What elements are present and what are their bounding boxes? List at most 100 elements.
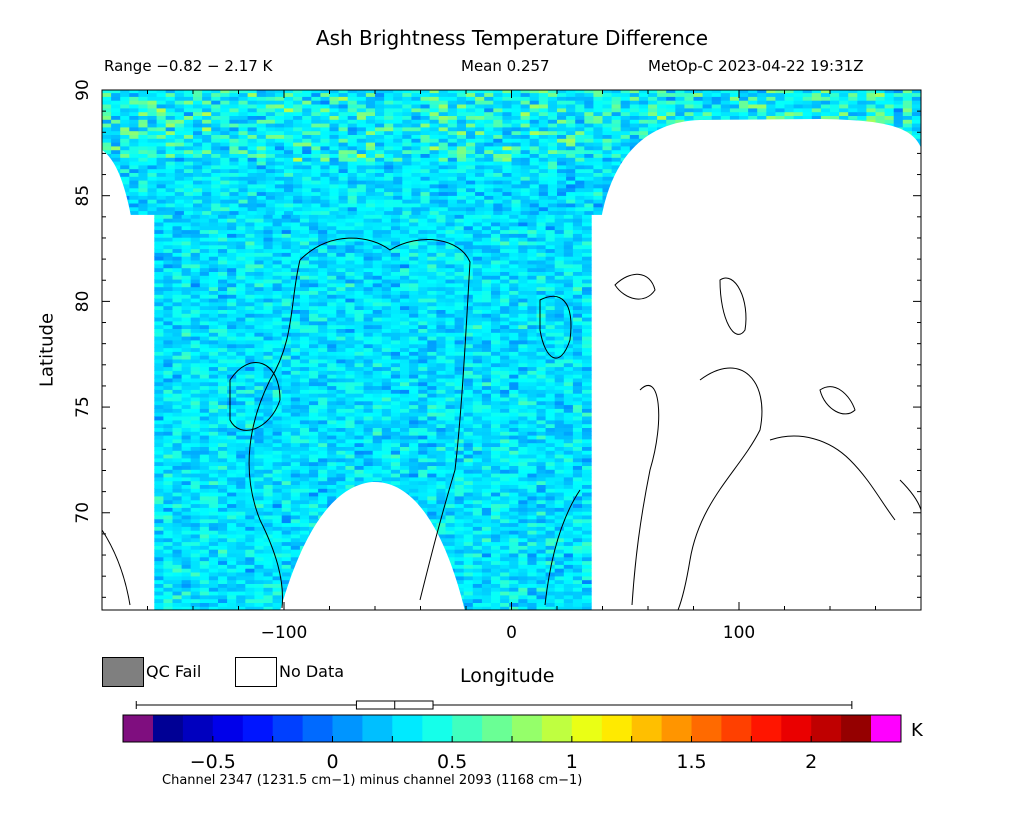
- heatmap-cell: [400, 416, 410, 421]
- heatmap-cell: [454, 271, 465, 276]
- heatmap-cell: [554, 271, 565, 276]
- heatmap-cell: [345, 248, 356, 253]
- heatmap-cell: [318, 286, 328, 291]
- heatmap-cell: [527, 514, 538, 520]
- heatmap-cell: [236, 229, 246, 234]
- heatmap-cell: [263, 495, 274, 501]
- heatmap-cell: [163, 488, 174, 493]
- heatmap-cell: [390, 454, 401, 459]
- heatmap-cell: [545, 404, 556, 409]
- heatmap-cell: [554, 221, 565, 227]
- heatmap-cell: [418, 480, 428, 485]
- heatmap-cell: [409, 416, 419, 421]
- heatmap-cell: [527, 301, 538, 307]
- heatmap-cell: [518, 328, 528, 333]
- heatmap-cell: [572, 427, 583, 432]
- heatmap-cell: [272, 370, 283, 375]
- heatmap-cell: [554, 511, 565, 516]
- heatmap-cell: [454, 533, 465, 539]
- heatmap-cell: [436, 484, 447, 489]
- heatmap-cell: [545, 454, 556, 459]
- heatmap-cell: [227, 503, 237, 508]
- heatmap-cell: [427, 503, 437, 508]
- heatmap-cell: [345, 271, 356, 276]
- heatmap-cell: [463, 575, 474, 581]
- heatmap-cell: [290, 552, 301, 558]
- heatmap-cell: [154, 324, 164, 329]
- heatmap-cell: [381, 457, 392, 463]
- heatmap-cell: [409, 309, 419, 314]
- heatmap-cell: [199, 416, 210, 421]
- heatmap-cell: [354, 358, 365, 364]
- heatmap-cell: [263, 385, 274, 390]
- heatmap-cell: [245, 564, 255, 569]
- heatmap-cell: [409, 469, 419, 474]
- heatmap-cell: [236, 263, 246, 269]
- heatmap-cell: [400, 438, 410, 444]
- heatmap-cell: [263, 579, 274, 584]
- heatmap-cell: [345, 362, 356, 368]
- heatmap-cell: [472, 328, 483, 333]
- heatmap-cell: [190, 320, 201, 326]
- heatmap-cell: [181, 591, 192, 596]
- heatmap-cell: [263, 233, 274, 238]
- heatmap-cell: [400, 279, 410, 284]
- heatmap-cell: [518, 442, 528, 447]
- heatmap-cell: [527, 404, 538, 409]
- heatmap-cell: [163, 587, 174, 592]
- heatmap-cell: [454, 225, 465, 231]
- heatmap-cell: [518, 374, 528, 379]
- heatmap-cell: [363, 457, 374, 463]
- heatmap-cell: [481, 332, 492, 337]
- heatmap-cell: [500, 286, 510, 291]
- heatmap-cell: [545, 575, 556, 581]
- heatmap-cell: [545, 511, 556, 516]
- heatmap-cell: [254, 301, 265, 307]
- heatmap-cell: [545, 416, 556, 421]
- heatmap-cell: [509, 400, 519, 406]
- heatmap-cell: [336, 336, 346, 341]
- heatmap-cell: [445, 221, 456, 227]
- heatmap-cell: [290, 446, 301, 451]
- heatmap-cell: [290, 408, 301, 413]
- heatmap-cell: [318, 313, 328, 318]
- heatmap-cell: [354, 347, 365, 352]
- heatmap-cell: [318, 503, 328, 508]
- heatmap-cell: [163, 511, 174, 516]
- heatmap-cell: [500, 267, 510, 272]
- heatmap-cell: [281, 435, 292, 440]
- heatmap-cell: [263, 358, 274, 364]
- heatmap-cell: [181, 492, 192, 497]
- heatmap-cell: [227, 332, 237, 337]
- heatmap-cell: [172, 450, 183, 455]
- heatmap-cell: [582, 290, 592, 295]
- heatmap-cell: [236, 423, 246, 428]
- heatmap-cell: [436, 358, 447, 364]
- heatmap-cell: [236, 518, 246, 524]
- heatmap-cell: [199, 366, 210, 371]
- heatmap-cell: [245, 237, 255, 242]
- heatmap-cell: [572, 218, 583, 223]
- heatmap-cell: [290, 454, 301, 459]
- heatmap-cell: [563, 362, 574, 368]
- heatmap-cell: [236, 606, 246, 610]
- heatmap-cell: [272, 591, 283, 596]
- heatmap-cell: [472, 495, 483, 501]
- heatmap-cell: [208, 351, 219, 356]
- heatmap-cell: [518, 564, 528, 569]
- heatmap-cell: [509, 244, 519, 250]
- heatmap-cell: [582, 275, 592, 280]
- heatmap-cell: [208, 579, 219, 584]
- heatmap-cell: [563, 248, 574, 253]
- heatmap-cell: [463, 336, 474, 341]
- heatmap-cell: [290, 404, 301, 409]
- heatmap-cell: [463, 237, 474, 242]
- heatmap-cell: [509, 237, 519, 242]
- heatmap-cell: [172, 564, 183, 569]
- heatmap-cell: [445, 347, 456, 352]
- heatmap-cell: [400, 252, 410, 257]
- heatmap-cell: [427, 343, 437, 349]
- heatmap-cell: [218, 218, 228, 223]
- heatmap-cell: [436, 416, 447, 421]
- heatmap-cell: [345, 290, 356, 295]
